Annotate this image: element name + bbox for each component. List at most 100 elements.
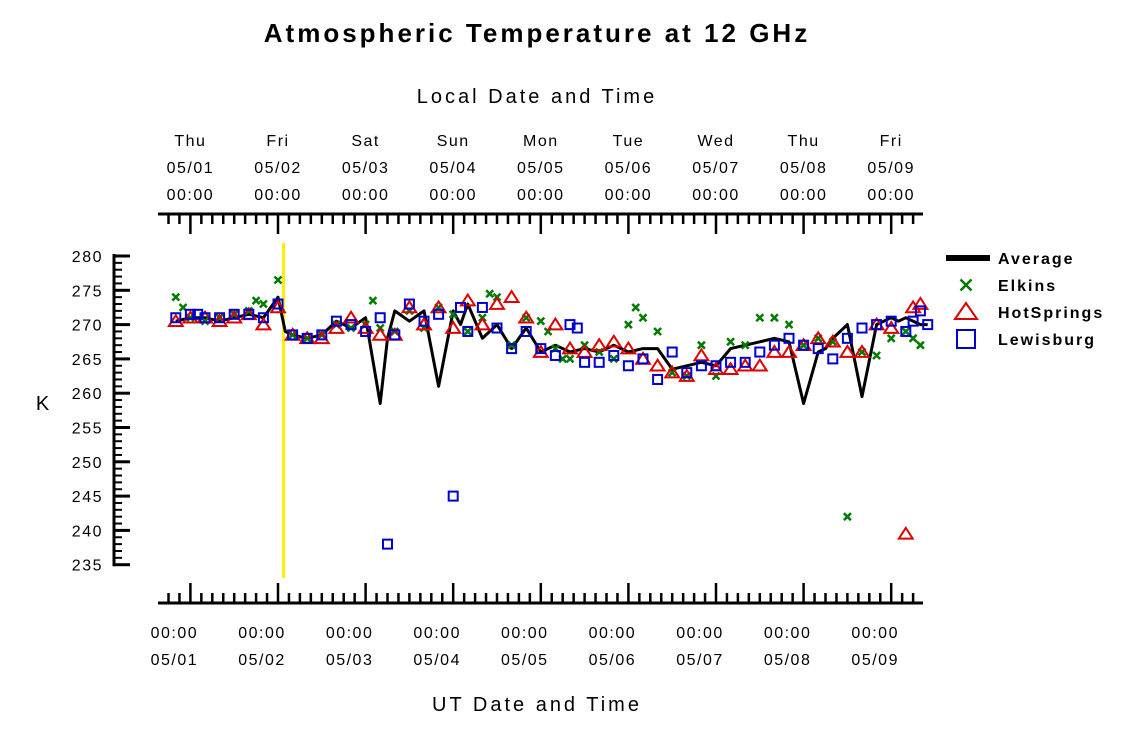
elkins-point [653,327,662,336]
hotsprings-point [210,313,229,327]
lewisburg-point [622,360,634,372]
bottom-tick-date: 05/06 [589,652,637,669]
hotsprings-point [678,368,696,382]
lewisburg-point [287,329,299,341]
elkins-point [609,354,619,364]
lewisburg-point [345,319,357,331]
lewisburg-point [637,353,649,365]
elkins-point [843,512,852,522]
hotsprings-point [838,344,857,358]
bottom-tick-date: 05/02 [238,652,286,669]
lewisburg-point [184,308,196,320]
top-tick-time: 00:00 [429,187,477,204]
lewisburg-point [907,315,919,327]
lewisburg-point [871,319,883,331]
lewisburg-point [418,315,430,327]
hotsprings-point [605,333,623,348]
bottom-tick-date: 05/05 [501,652,549,669]
elkins-point [638,313,648,323]
lewisburg-point [549,349,561,361]
hotsprings-point [269,299,287,314]
legend-triangle-icon [953,301,979,320]
y-tick-label: 245 [72,489,103,506]
elkins-point [273,275,283,285]
elkins-point [624,320,633,329]
hotsprings-point [546,316,565,331]
legend-label: Elkins [998,278,1057,295]
elkins-point [251,296,261,305]
lewisburg-point [447,490,459,502]
hotsprings-point [707,361,725,375]
y-tick-label: 275 [72,283,103,300]
hotsprings-point [897,525,915,540]
hotsprings-point [488,296,506,310]
hotsprings-point [371,327,389,341]
bottom-tick-time: 00:00 [151,625,199,642]
legend: Average Elkins HotSprings Lewisburg [946,251,1104,349]
elkins-point [886,333,896,343]
bottom-tick-date: 05/09 [851,652,899,669]
y-tick-label: 270 [72,318,103,335]
bottom-tick-time: 00:00 [413,625,461,642]
lewisburg-point [681,367,693,379]
legend-label: HotSprings [998,305,1104,322]
lewisburg-point [491,322,503,334]
top-tick-day: Thu [174,133,206,150]
plot-area [167,243,934,578]
legend-item-lewisburg: Lewisburg [956,329,1094,349]
top-tick-time: 00:00 [342,187,390,204]
top-tick-day: Sun [437,133,470,150]
lewisburg-point [783,332,795,344]
hotsprings-point [590,337,608,351]
lewisburg-point [827,353,839,365]
top-tick-date: 05/09 [867,160,915,177]
elkins-point [507,340,516,350]
legend-square-icon [956,329,976,349]
top-tick-day: Thu [788,133,820,150]
y-tick-label: 265 [72,352,103,369]
hotsprings-point [532,344,550,358]
lewisburg-point [812,343,824,355]
chart-title: Atmospheric Temperature at 12 GHz [264,18,810,48]
lewisburg-point [535,343,547,355]
lewisburg-point [257,312,269,324]
lewisburg-point [403,298,415,310]
lewisburg-point [856,322,868,334]
y-tick-label: 260 [72,386,103,403]
hotsprings-point [313,330,331,345]
bottom-tick-date: 05/07 [676,652,724,669]
elkins-point [565,354,575,364]
lewisburg-point [462,325,474,337]
hotsprings-point [561,340,579,355]
lewisburg-point [608,349,620,361]
lewisburg-point [214,312,226,324]
top-tick-time: 00:00 [605,187,653,204]
top-tick-time: 00:00 [254,187,302,204]
lewisburg-point [199,312,211,324]
top-tick-day: Fri [880,133,903,150]
elkins-point [697,340,706,350]
elkins-point [346,323,356,333]
bottom-tick-time: 00:00 [326,625,374,642]
hotsprings-point [692,347,711,362]
y-tick-label: 235 [72,558,103,575]
hotsprings-point [327,320,346,334]
lewisburg-point [564,319,576,331]
top-tick-day: Mon [523,133,559,150]
lewisburg-point [316,329,328,341]
top-tick-date: 05/03 [342,160,390,177]
lewisburg-point [360,325,372,337]
top-tick-time: 00:00 [692,187,740,204]
elkins-point [726,337,735,347]
elkins-point [536,316,546,326]
elkins-point [755,313,765,323]
hotsprings-point [882,320,900,334]
bottom-tick-time: 00:00 [676,625,724,642]
lewisburg-point [841,332,853,344]
hotsprings-point [736,357,754,372]
hotsprings-point [400,299,419,314]
hotsprings-point [853,344,871,358]
hotsprings-point [648,357,667,372]
axes: Thu 05/01 00:00 Fri 05/02 00:00 Sat 05/03 00:00 S… [72,133,923,669]
bottom-tick-time: 00:00 [589,625,637,642]
